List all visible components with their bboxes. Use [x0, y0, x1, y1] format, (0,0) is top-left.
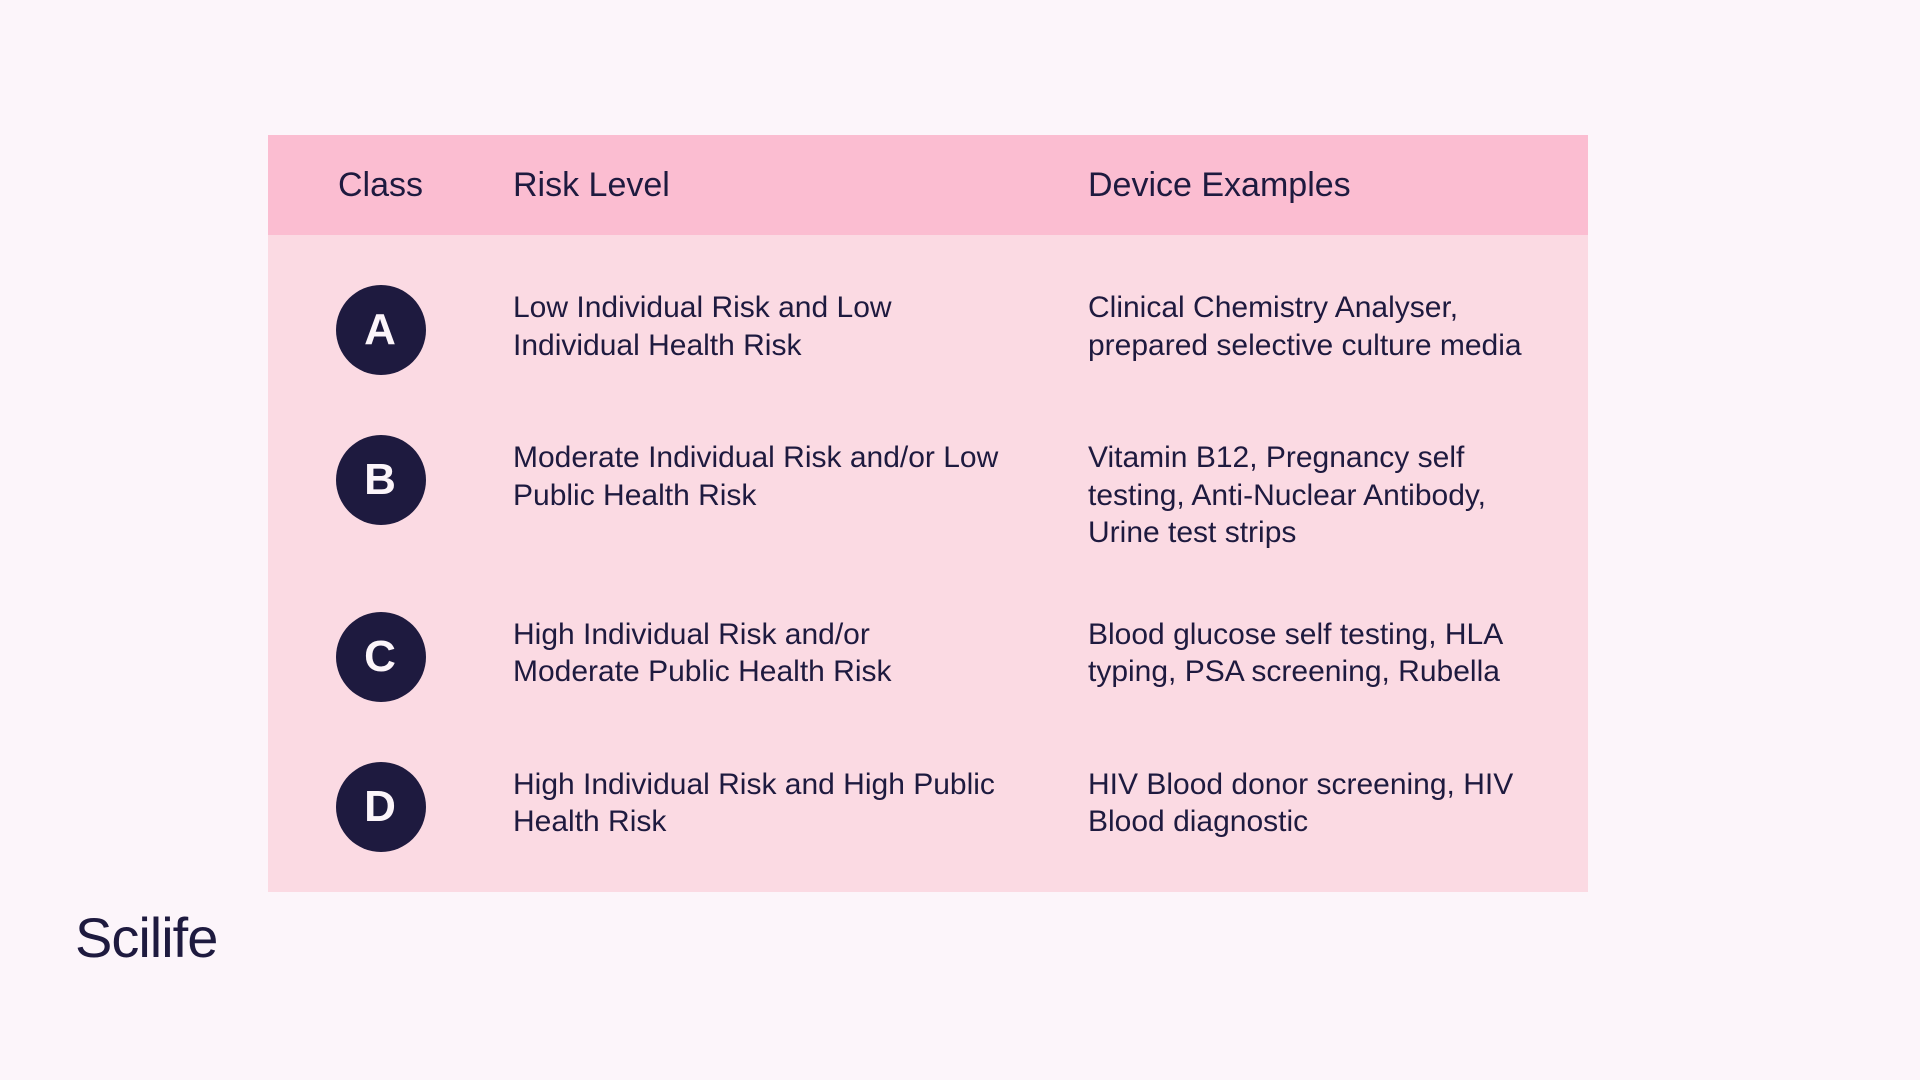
device-examples-text: Blood glucose self testing, HLA typing, … [1033, 612, 1588, 691]
table-row: A Low Individual Risk and Low Individual… [268, 285, 1588, 375]
col-header-examples: Device Examples [1033, 166, 1588, 205]
class-badge-cell: A [268, 285, 493, 375]
risk-level-text: Low Individual Risk and Low Individual H… [493, 285, 1033, 364]
risk-level-text: High Individual Risk and High Public Hea… [493, 762, 1033, 841]
table-header: Class Risk Level Device Examples [268, 135, 1588, 235]
risk-class-table: Class Risk Level Device Examples A Low I… [268, 135, 1588, 892]
risk-level-text: High Individual Risk and/or Moderate Pub… [493, 612, 1033, 691]
device-examples-text: Clinical Chemistry Analyser, prepared se… [1033, 285, 1588, 364]
device-examples-text: Vitamin B12, Pregnancy self testing, Ant… [1033, 435, 1588, 552]
table-row: D High Individual Risk and High Public H… [268, 762, 1588, 852]
class-badge: C [336, 612, 426, 702]
class-badge: A [336, 285, 426, 375]
class-badge-cell: D [268, 762, 493, 852]
class-badge-cell: B [268, 435, 493, 525]
class-badge: B [336, 435, 426, 525]
class-badge-cell: C [268, 612, 493, 702]
brand-logo-text: Scilife [75, 905, 217, 970]
device-examples-text: HIV Blood donor screening, HIV Blood dia… [1033, 762, 1588, 841]
risk-level-text: Moderate Individual Risk and/or Low Publ… [493, 435, 1033, 514]
table-row: C High Individual Risk and/or Moderate P… [268, 612, 1588, 702]
table-body: A Low Individual Risk and Low Individual… [268, 235, 1588, 892]
col-header-class: Class [268, 166, 493, 205]
class-badge: D [336, 762, 426, 852]
col-header-risk: Risk Level [493, 166, 1033, 205]
table-row: B Moderate Individual Risk and/or Low Pu… [268, 435, 1588, 552]
